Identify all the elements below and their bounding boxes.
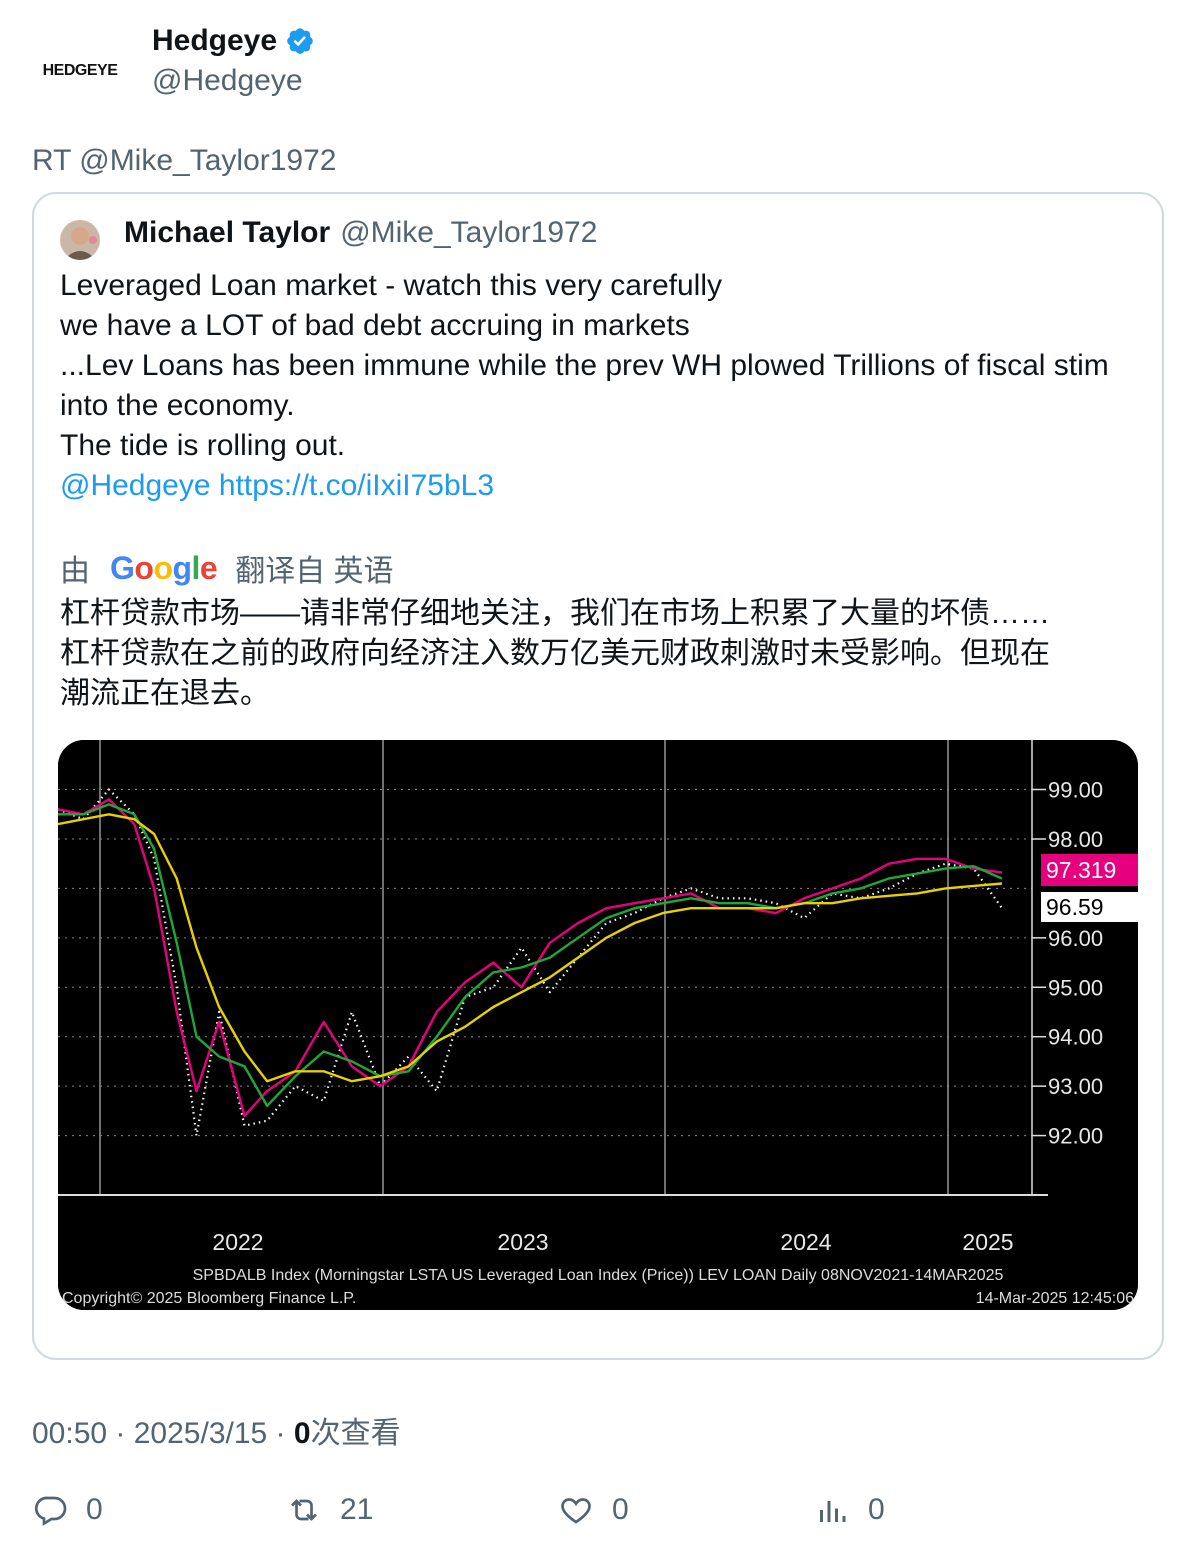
y-tick-label: 92.00	[1048, 1124, 1103, 1149]
translated-line: 杠杆贷款市场——请非常仔细地关注，我们在市场上积累了大量的坏债……	[60, 597, 1050, 630]
author-avatar[interactable]: HEDGEYE	[32, 34, 128, 108]
reply-icon	[34, 1496, 67, 1526]
chart-timestamp: 14-Mar-2025 12:45:06	[976, 1290, 1134, 1307]
translate-by-label: 由	[60, 555, 90, 588]
verified-badge-icon	[287, 28, 313, 54]
series-line-green	[58, 803, 1003, 1108]
x-tick-label: 2023	[497, 1229, 548, 1255]
translated-line: 杠杆贷款在之前的政府向经济注入数万亿美元财政刺激时未受影响。但现在	[60, 637, 1050, 670]
tweet-date[interactable]: 2025/3/15	[133, 1417, 268, 1450]
leveraged-loan-chart: 99.00 98.00 96.00 95.00 94.00 93.00 92.00 2022 2…	[58, 740, 1138, 1310]
tweet-time[interactable]: 00:50	[32, 1417, 108, 1450]
chart-copyright: Copyright© 2025 Bloomberg Finance L.P.	[62, 1290, 356, 1307]
last-value-badge	[1041, 854, 1138, 886]
retweet-count: 21	[340, 1493, 374, 1526]
x-tick-label: 2024	[780, 1229, 831, 1255]
retweet-line: RT @Mike_Taylor1972	[32, 144, 337, 177]
quoted-name-row: Michael Taylor @Mike_Taylor1972	[124, 216, 597, 250]
quoted-tweet-card[interactable]: Michael Taylor @Mike_Taylor1972 Leverage…	[32, 192, 1164, 1360]
reply-button[interactable]: 0	[32, 1492, 103, 1528]
y-tick-label: 96.00	[1048, 926, 1103, 951]
last-price-badge	[1041, 892, 1138, 922]
chart-footer: SPBDALB Index (Morningstar LSTA US Lever…	[193, 1267, 1004, 1284]
action-bar: 0 21 0 0	[32, 1492, 1162, 1538]
avatar-photo	[60, 220, 100, 260]
meta-separator: ·	[107, 1417, 134, 1450]
series-line-white	[58, 788, 1003, 1137]
google-logo: Google	[110, 549, 218, 586]
url-link[interactable]: https://t.co/iIxiI75bL3	[218, 469, 495, 502]
heart-icon	[561, 1498, 591, 1524]
like-button[interactable]: 0	[558, 1492, 629, 1528]
like-count: 0	[612, 1493, 629, 1526]
translated-line: 潮流正在退去。	[60, 677, 270, 710]
retweet-button[interactable]: 21	[286, 1492, 373, 1528]
meta-separator: ·	[267, 1417, 294, 1450]
series-line-yellow	[58, 813, 1003, 1083]
last-value-label: 97.319	[1046, 857, 1116, 883]
translation-attribution: 由 Google 翻译自 英语	[60, 546, 394, 590]
author-name-row: Hedgeye	[152, 24, 315, 58]
quoted-tweet-text: Leveraged Loan market - watch this very …	[60, 266, 1140, 506]
y-tick-label: 95.00	[1048, 975, 1103, 1000]
author-handle[interactable]: @Hedgeye	[152, 64, 303, 97]
chart-image[interactable]: 99.00 98.00 96.00 95.00 94.00 93.00 92.00 2022 2…	[58, 740, 1138, 1310]
reply-count: 0	[86, 1493, 103, 1526]
tweet-text-line: ...Lev Loans has been immune while the p…	[60, 349, 1109, 422]
translated-from-label: 翻译自 英语	[235, 555, 394, 588]
tweet-text-line: we have a LOT of bad debt accruing in ma…	[60, 309, 690, 342]
quoted-handle[interactable]: @Mike_Taylor1972	[340, 216, 598, 249]
x-tick-label: 2025	[962, 1229, 1013, 1255]
views-button[interactable]: 0	[814, 1492, 885, 1528]
quoted-author-avatar[interactable]	[60, 220, 100, 260]
tweet-text-line: The tide is rolling out.	[60, 429, 346, 462]
x-tick-label: 2022	[212, 1229, 263, 1255]
quoted-display-name[interactable]: Michael Taylor	[124, 216, 331, 249]
series-line-magenta	[58, 798, 1003, 1117]
y-tick-label: 98.00	[1048, 827, 1103, 852]
y-tick-label: 94.00	[1048, 1025, 1103, 1050]
retweet-icon	[291, 1499, 317, 1521]
tweet-meta: 00:50 · 2025/3/15 · 0次查看	[32, 1408, 401, 1452]
y-tick-label: 93.00	[1048, 1074, 1103, 1099]
tweet-text-line: Leveraged Loan market - watch this very …	[60, 269, 722, 302]
translated-text: 杠杆贷款市场——请非常仔细地关注，我们在市场上积累了大量的坏债…… 杠杆贷款在之…	[60, 594, 1150, 714]
views-count: 0	[293, 1417, 311, 1450]
views-action-count: 0	[868, 1493, 885, 1526]
y-tick-label: 99.00	[1048, 778, 1103, 803]
mention-link[interactable]: @Hedgeye	[60, 469, 211, 502]
analytics-icon	[820, 1501, 846, 1522]
last-price-label: 96.59	[1046, 894, 1104, 920]
author-display-name[interactable]: Hedgeye	[152, 24, 278, 57]
views-label: 次查看	[310, 1417, 401, 1450]
tweet-header: HEDGEYE Hedgeye @Hedgeye	[32, 22, 1162, 112]
avatar-logo-text: HEDGEYE	[42, 62, 118, 79]
